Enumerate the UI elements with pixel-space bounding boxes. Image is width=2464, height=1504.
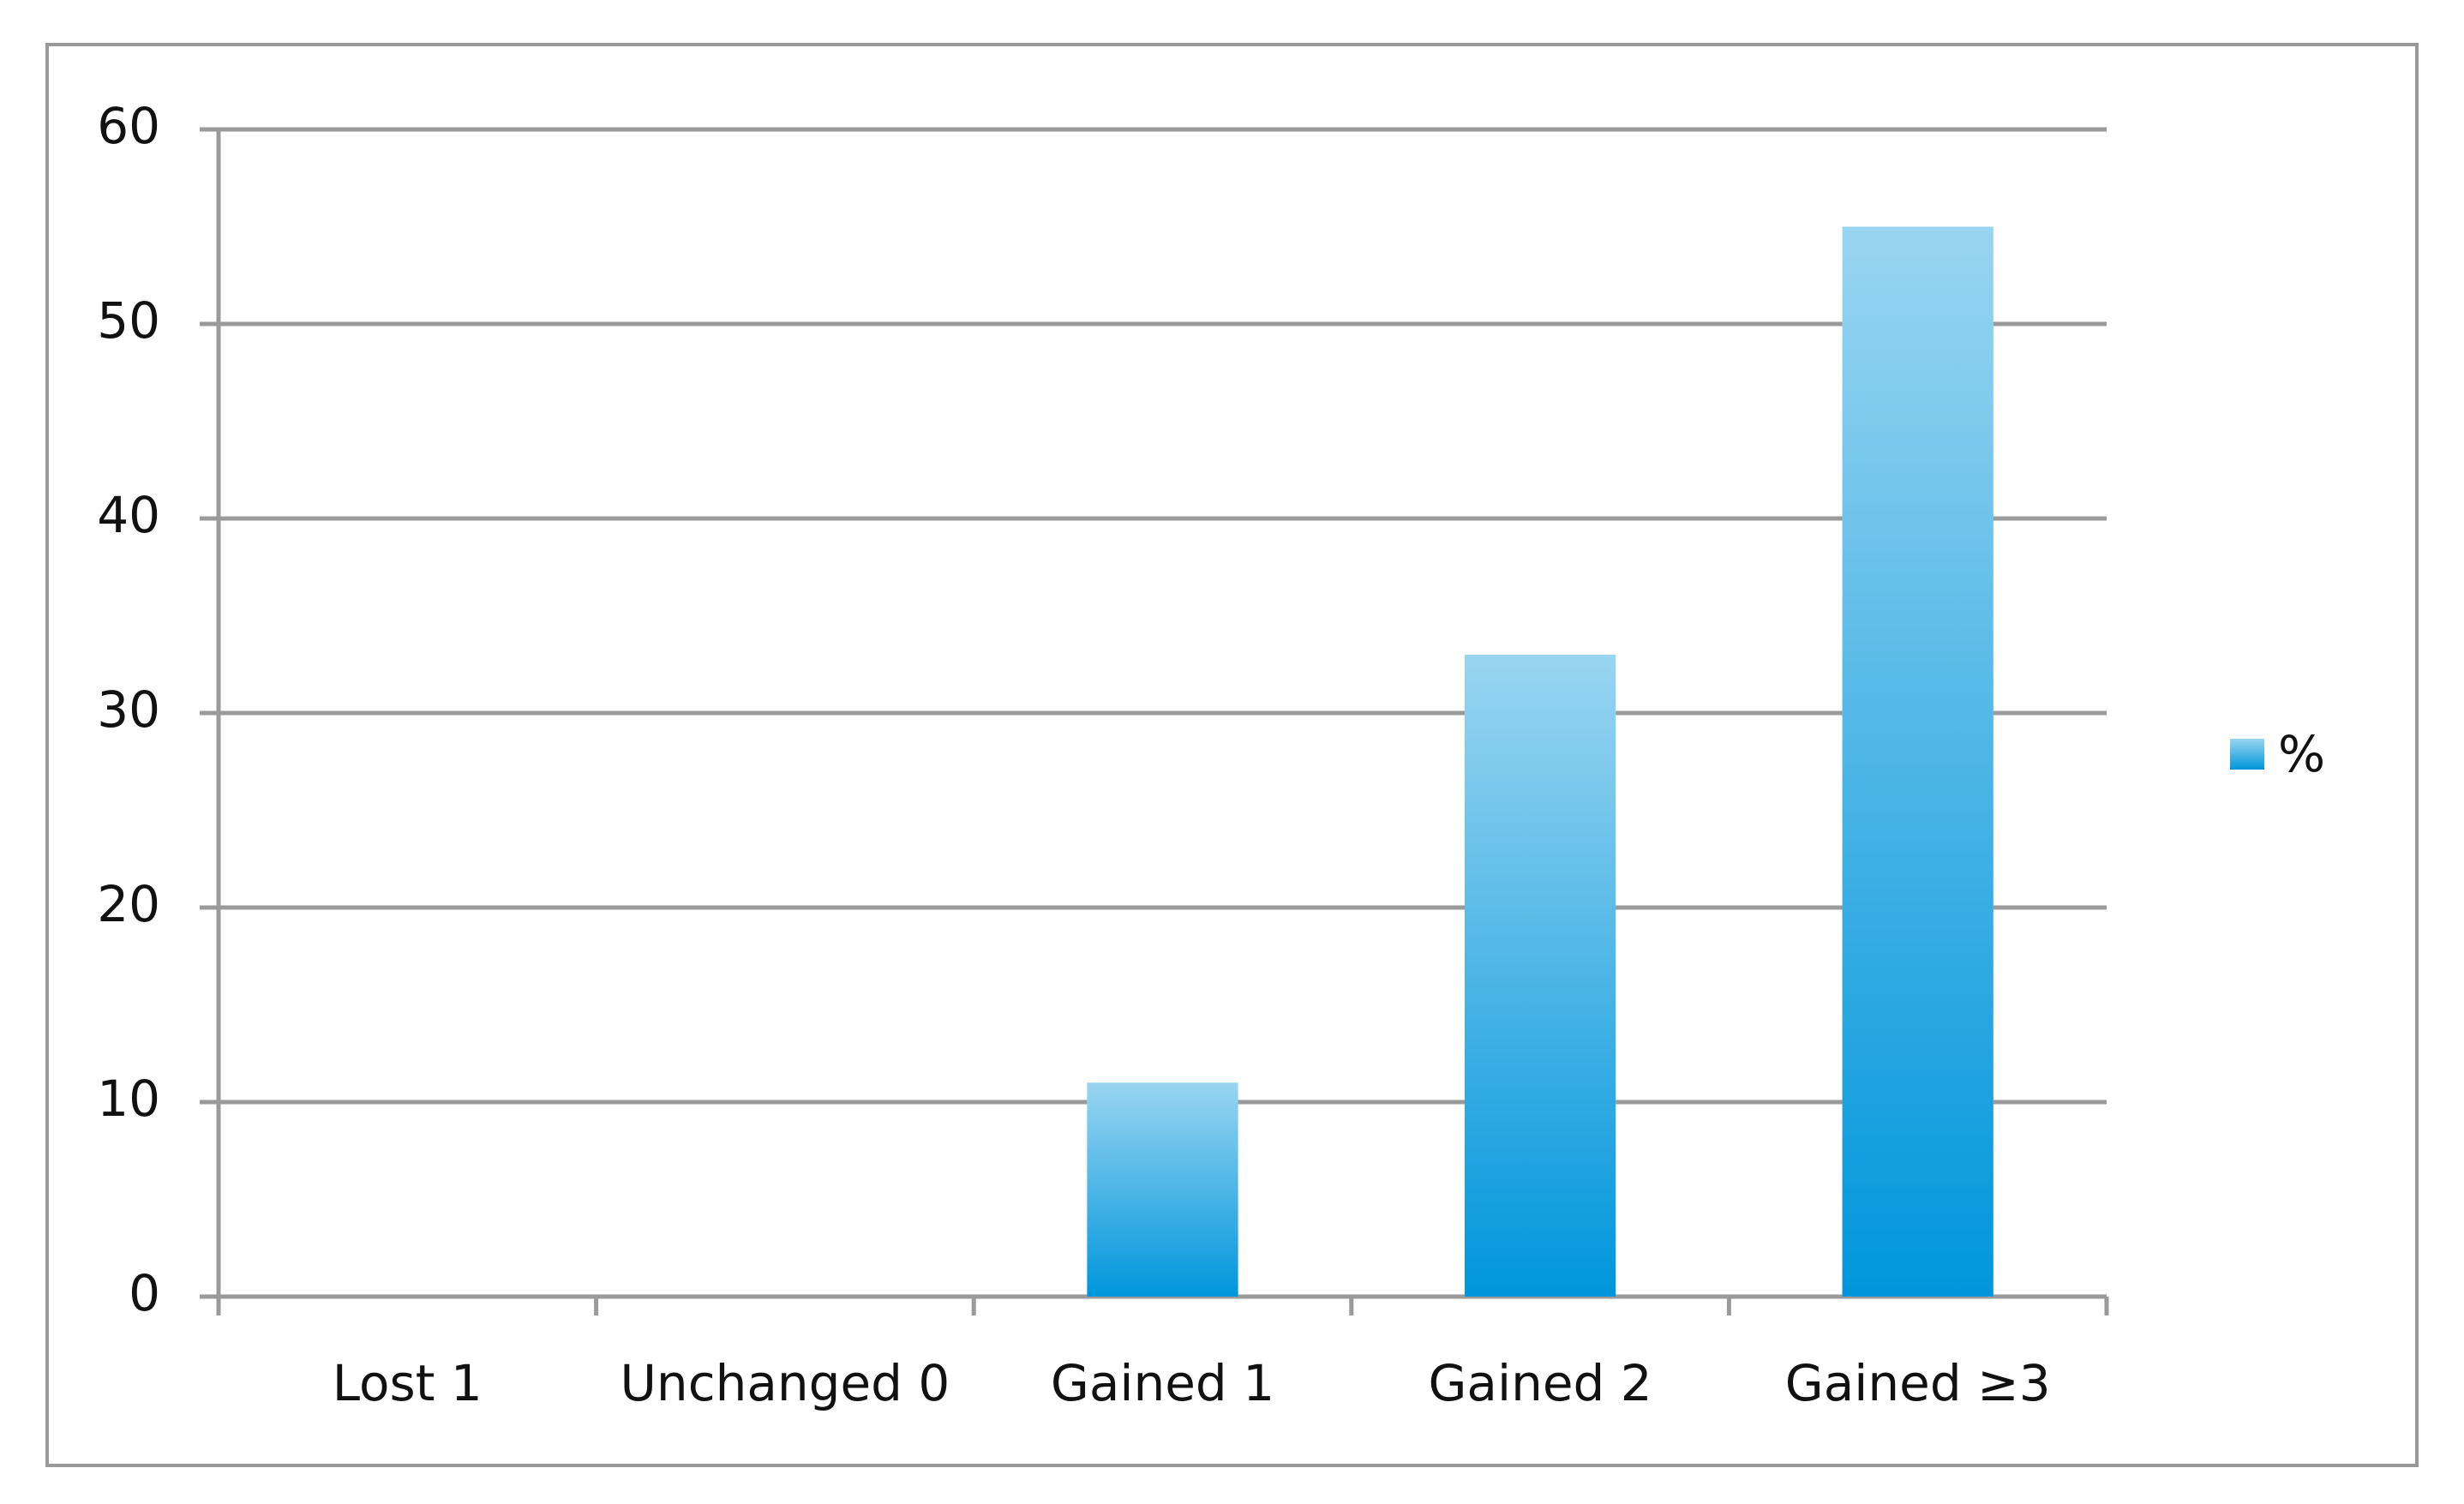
y-tick-label: 60 (97, 97, 160, 155)
y-tick-label: 30 (97, 680, 160, 739)
legend-swatch (2230, 739, 2264, 770)
x-tick-label: Gained 2 (1428, 1354, 1652, 1412)
y-tick-label: 10 (97, 1070, 160, 1128)
y-tick-label: 20 (97, 875, 160, 933)
bar (1842, 226, 1993, 1297)
x-tick-label: Unchanged 0 (620, 1354, 950, 1412)
x-tick-label: Gained ≥3 (1785, 1354, 2051, 1412)
y-tick-label: 50 (97, 291, 160, 350)
bar (1464, 654, 1616, 1297)
x-tick-label: Lost 1 (333, 1354, 483, 1412)
x-tick-label: Gained 1 (1051, 1354, 1274, 1412)
bar (1087, 1082, 1238, 1297)
legend-label: % (2278, 725, 2325, 783)
y-tick-label: 40 (97, 486, 160, 544)
y-tick-label: 0 (129, 1264, 160, 1322)
